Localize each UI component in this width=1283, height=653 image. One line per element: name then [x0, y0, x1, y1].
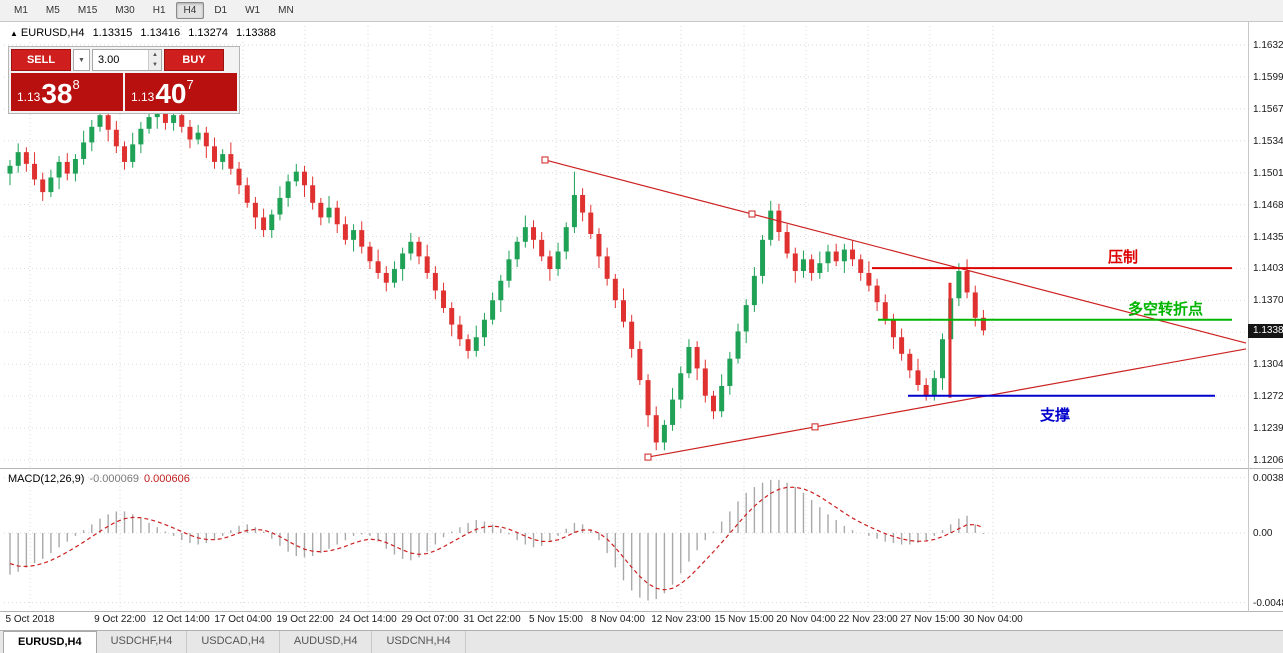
macd-tick-label: 0.00 [1253, 528, 1273, 539]
volume-input[interactable] [93, 53, 148, 67]
panel-divider [0, 468, 1283, 469]
timeframe-button-m30[interactable]: M30 [115, 5, 135, 16]
price-tick-label: 1.15990 [1253, 71, 1283, 83]
volume-stepper: ▲ ▼ [148, 50, 161, 70]
macd-indicator-header: MACD(12,26,9) -0.000069 0.000606 [8, 473, 190, 485]
time-tick-label: 12 Nov 23:00 [651, 614, 711, 625]
time-tick-label: 17 Oct 04:00 [214, 614, 272, 625]
price-tick-label: 1.14685 [1253, 199, 1283, 211]
price-tick-label: 1.13700 [1253, 295, 1283, 307]
timeframe-button-w1[interactable]: W1 [245, 5, 261, 16]
chart-tab-usdcnh[interactable]: USDCNH,H4 [372, 631, 466, 653]
chevron-down-icon: ▼ [78, 56, 85, 64]
bid-pipette: 8 [72, 77, 80, 92]
annotation-label-support: 支撑 [1040, 406, 1071, 424]
buy-button[interactable]: BUY [164, 49, 224, 71]
time-tick-label: 9 Oct 22:00 [94, 614, 146, 625]
one-click-trading-panel: SELL ▼ ▲ ▼ BUY 1.13 38 8 1.13 40 [8, 46, 240, 114]
time-tick-label: 5 Nov 15:00 [529, 614, 583, 625]
price-tick-label: 1.12390 [1253, 423, 1283, 435]
price-tick-label: 1.15340 [1253, 135, 1283, 147]
title-low: 1.13274 [188, 27, 228, 39]
time-tick-label: 22 Nov 23:00 [838, 614, 898, 625]
title-high: 1.13416 [140, 27, 181, 39]
ask-big-digits: 40 [155, 78, 187, 109]
chart-tab-usdcad[interactable]: USDCAD,H4 [187, 631, 280, 653]
volume-field: ▲ ▼ [92, 49, 162, 71]
price-tick-label: 1.12720 [1253, 391, 1283, 403]
bid-quote[interactable]: 1.13 38 8 [11, 73, 123, 111]
time-tick-label: 19 Oct 22:00 [276, 614, 334, 625]
sell-button[interactable]: SELL [11, 49, 71, 71]
price-tick-label: 1.13045 [1253, 359, 1283, 371]
time-tick-label: 5 Oct 2018 [5, 614, 55, 625]
current-price-tag: 1.13388 [1248, 323, 1283, 338]
title-close: 1.13388 [236, 27, 276, 39]
timeframe-button-m15[interactable]: M15 [77, 5, 98, 16]
macd-tick-label: 0.003847 [1253, 472, 1283, 484]
spin-down-icon[interactable]: ▼ [149, 60, 161, 70]
chart-tab-audusd[interactable]: AUDUSD,H4 [280, 631, 373, 653]
ask-pipette: 7 [186, 77, 194, 92]
time-tick-label: 12 Oct 14:00 [152, 614, 210, 625]
price-tick-label: 1.12060 [1253, 455, 1283, 466]
ask-quote[interactable]: 1.13 40 7 [125, 73, 237, 111]
time-tick-label: 15 Nov 15:00 [714, 614, 774, 625]
macd-tick-label: -0.00485 [1253, 597, 1283, 609]
chart-tab-usdchf[interactable]: USDCHF,H4 [97, 631, 188, 653]
price-tick-label: 1.15010 [1253, 167, 1283, 179]
time-tick-label: 30 Nov 04:00 [963, 614, 1023, 625]
title-open: 1.13315 [92, 27, 133, 39]
timeframe-button-h1[interactable]: H1 [152, 5, 166, 16]
price-tick-label: 1.15670 [1253, 103, 1283, 115]
chart-tab-bar: EURUSD,H4 USDCHF,H4 USDCAD,H4 AUDUSD,H4 USDC… [0, 630, 1283, 653]
ask-prefix: 1.13 [131, 90, 155, 104]
timeframe-button-d1[interactable]: D1 [214, 5, 228, 16]
title-symbol: EURUSD,H4 [20, 27, 85, 39]
price-tick-label: 1.16320 [1253, 40, 1283, 51]
price-tick-label: 1.14030 [1253, 263, 1283, 275]
spin-up-icon[interactable]: ▲ [149, 50, 161, 60]
time-tick-label: 20 Nov 04:00 [776, 614, 836, 625]
time-tick-label: 29 Oct 07:00 [401, 614, 459, 625]
price-tick-label: 1.14355 [1253, 231, 1283, 243]
time-axis-divider [0, 611, 1283, 612]
time-tick-label: 27 Nov 15:00 [900, 614, 960, 625]
timeframe-button-h4[interactable]: H4 [175, 2, 205, 19]
chart-title: ▲ EURUSD,H4 1.13315 1.13416 1.13274 1.133… [10, 27, 281, 39]
time-tick-label: 8 Nov 04:00 [591, 614, 645, 625]
volume-preset-dropdown[interactable]: ▼ [73, 49, 90, 71]
time-tick-label: 24 Oct 14:00 [339, 614, 397, 625]
bid-prefix: 1.13 [17, 90, 41, 104]
time-tick-label: 31 Oct 22:00 [463, 614, 521, 625]
one-click-collapse-icon[interactable]: ▲ [10, 29, 18, 38]
timeframe-button-m1[interactable]: M1 [14, 5, 28, 16]
macd-label: MACD(12,26,9) [8, 473, 85, 485]
macd-main-value: -0.000069 [89, 473, 139, 485]
chart-tab-eurusd[interactable]: EURUSD,H4 [3, 631, 97, 653]
annotation-label-pivot: 多空转折点 [1128, 300, 1204, 318]
bid-big-digits: 38 [41, 78, 73, 109]
timeframe-button-m5[interactable]: M5 [45, 5, 60, 16]
timeframe-button-mn[interactable]: MN [278, 5, 294, 16]
annotation-label-resistance: 压制 [1108, 249, 1139, 267]
timeframe-toolbar: M1 M5 M15 M30 H1 H4 D1 W1 MN [0, 0, 1283, 22]
axis-divider [1248, 22, 1249, 612]
macd-signal-value: 0.000606 [143, 473, 190, 485]
